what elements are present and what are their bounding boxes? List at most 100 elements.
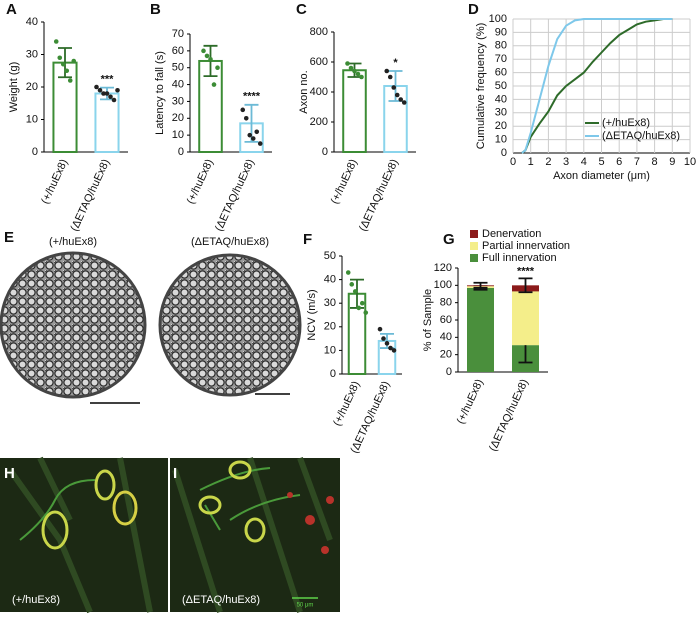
panel-label: C [296,1,307,18]
y-tick-label: 80 [495,40,507,52]
data-point [60,61,66,67]
data-point [53,39,59,44]
y-tick-label: 0 [446,366,452,378]
x-tick-label: 8 [652,156,658,168]
data-point [345,270,351,275]
data-point [108,94,113,100]
x-tick-label: 5 [598,156,604,168]
panel-label: D [468,1,479,18]
y-tick-label: 10 [26,113,38,125]
panel-label: F [303,231,312,248]
error-bar [518,277,533,294]
data-point [64,68,70,74]
x-axis-label: Axon diameter (μm) [553,170,650,182]
y-tick-label: 30 [26,48,38,60]
x-tick-label: 9 [669,156,675,168]
x-tick-label: (ΔETAQ/huEx8) [68,157,112,233]
significance: * [393,57,398,69]
y-tick-label: 40 [172,78,184,90]
y-tick-label: 20 [172,112,184,124]
data-point [208,56,213,62]
y-axis-label: Weight (g) [8,62,20,113]
x-tick-label: 4 [581,156,587,168]
legend-label: (+/huEx8) [602,117,650,129]
y-tick-label: 20 [440,349,452,361]
data-point [348,65,354,71]
x-tick-label: 6 [616,156,622,168]
legend-label: Full innervation [482,252,557,264]
y-tick-label: 80 [440,297,452,309]
y-tick-label: 120 [434,262,452,274]
error-bar [473,281,488,289]
line [521,18,673,154]
y-tick-label: 20 [26,81,38,93]
y-axis-label: Cumulative frequency (%) [475,23,487,150]
legend-swatch [470,242,478,250]
x-tick-label: 7 [634,156,640,168]
y-tick-label: 0 [330,368,336,380]
x-tick-label: 1 [528,156,534,168]
y-tick-label: 30 [172,95,184,107]
x-tick-label: (ΔETAQ/huEx8) [357,157,401,233]
x-tick-label: (ΔETAQ/huEx8) [213,157,257,233]
x-tick-label: 10 [684,156,696,168]
panel-label: I [173,465,177,482]
y-tick-label: 10 [324,344,336,356]
y-tick-label: 100 [434,279,452,291]
image-caption: (ΔETAQ/huEx8) [182,594,260,606]
data-point [243,115,249,121]
data-point [257,141,263,146]
y-tick-label: 30 [324,297,336,309]
data-point [115,87,120,93]
y-tick-label: 0 [501,147,507,159]
data-point [387,74,393,80]
panel-label: A [6,1,17,18]
x-tick-label: (+/huEx8) [455,377,486,426]
x-tick-label: 0 [510,156,516,168]
data-point [71,58,77,64]
data-point [352,68,357,74]
data-point [363,310,369,315]
data-point [377,326,383,332]
data-point [345,61,350,66]
data-point [356,305,362,311]
nerve-image [0,251,147,399]
panel-label: B [150,1,161,18]
bar [342,69,367,153]
y-axis-label: Axon no. [298,70,310,113]
legend-label: (ΔETAQ/huEx8) [602,130,680,142]
data-point [211,82,217,87]
y-tick-label: 50 [324,250,336,262]
error-bar [58,47,72,79]
y-tick-label: 60 [440,314,452,326]
data-point [352,289,358,294]
data-point [394,92,400,98]
data-point [398,97,404,102]
y-tick-label: 600 [310,56,328,68]
y-tick-label: 400 [310,86,328,98]
line [521,18,673,154]
y-tick-label: 0 [322,146,328,158]
y-tick-label: 0 [178,146,184,158]
bar-segment [512,291,539,346]
y-tick-label: 10 [495,134,507,146]
y-tick-label: 40 [440,331,452,343]
legend-swatch [470,230,478,238]
data-point [67,78,73,83]
x-tick-label: 3 [563,156,569,168]
y-tick-label: 100 [489,13,507,25]
y-axis-label: NCV (m/s) [306,289,318,340]
data-point [359,74,364,80]
data-point [94,84,99,90]
data-point [381,336,386,341]
significance: **** [517,265,535,277]
data-point [401,100,407,105]
data-point [111,97,117,103]
scale-label: 50 μm [297,603,314,609]
panel-label: G [443,231,455,248]
x-tick-label: (ΔETAQ/huEx8) [487,377,531,453]
data-point [57,55,63,61]
y-tick-label: 90 [495,26,507,38]
y-tick-label: 10 [172,129,184,141]
